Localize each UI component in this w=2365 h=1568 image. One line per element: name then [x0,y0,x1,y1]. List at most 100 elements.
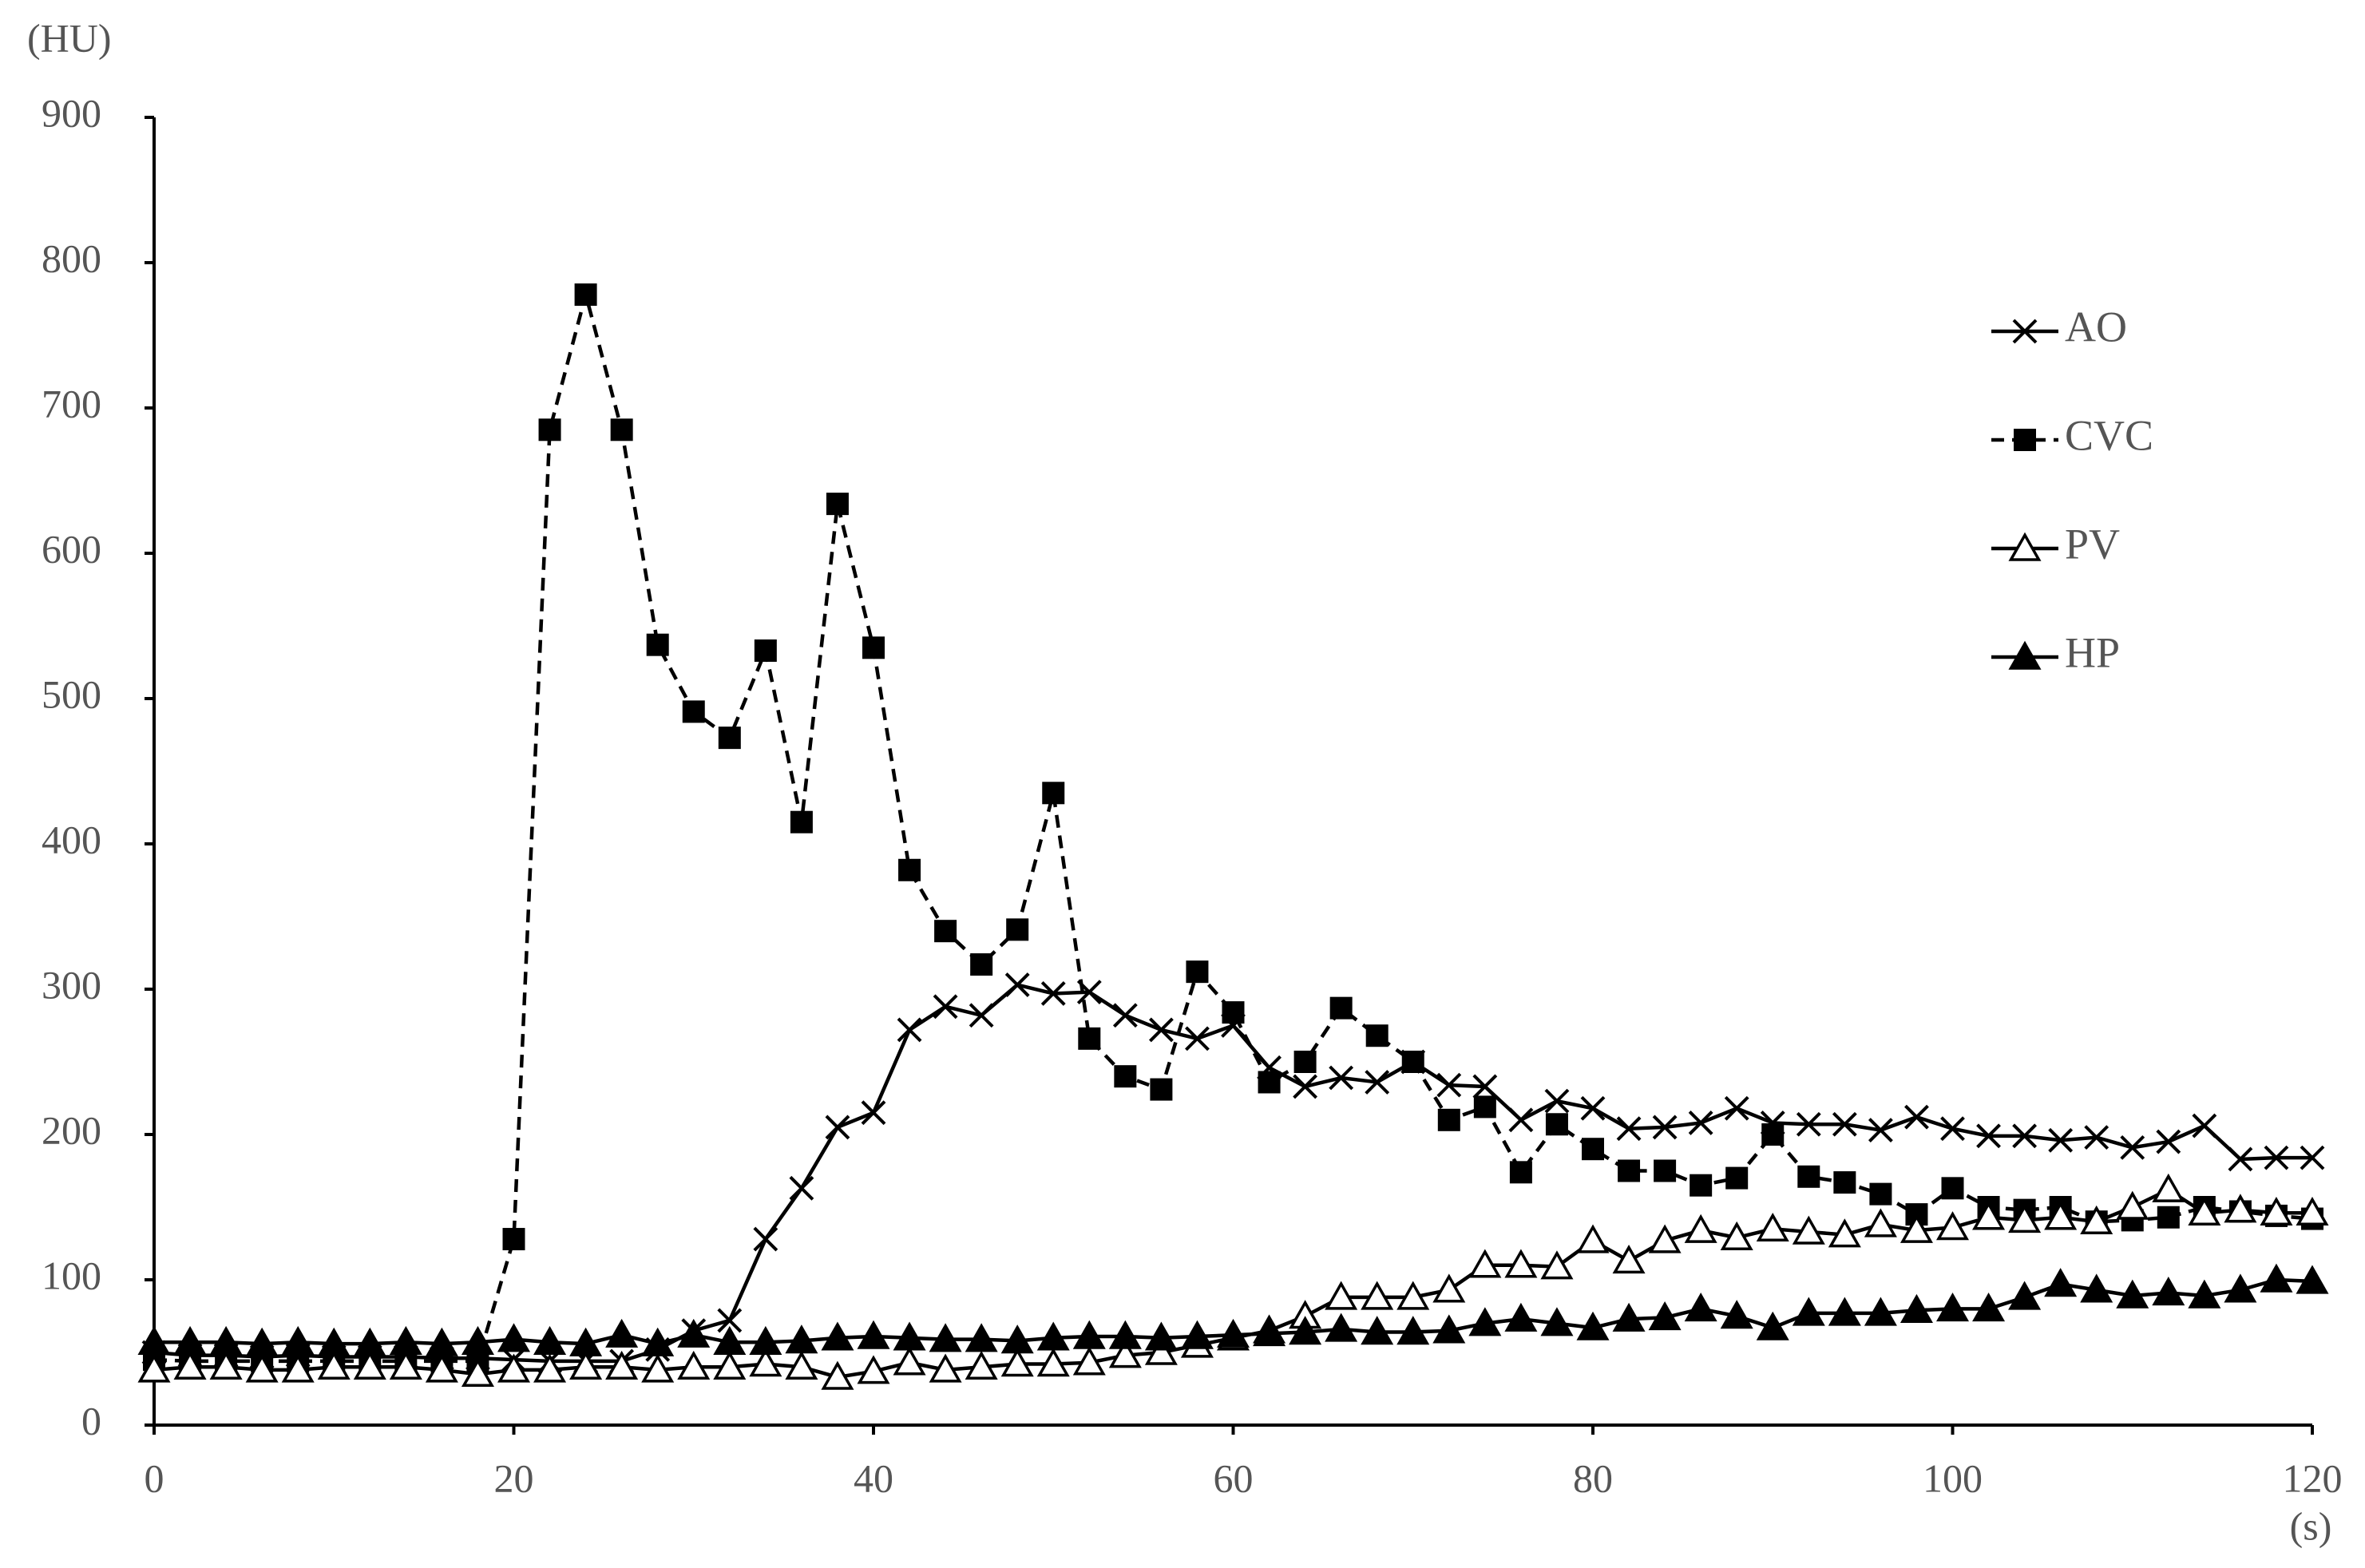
marker [1900,1214,1933,1243]
y-tick-label: 300 [42,962,101,1007]
marker-stroke [789,1175,814,1201]
marker-stroke [933,994,958,1020]
marker [1976,1123,2001,1149]
marker [2012,319,2038,344]
marker-stroke [717,1308,743,1333]
marker [1508,1107,1534,1133]
marker [1724,1095,1749,1121]
marker [2080,1273,2113,1303]
marker-stroke [1436,1072,1462,1098]
marker [1072,1320,1106,1349]
marker [753,1226,778,1252]
marker [2224,1273,2257,1303]
marker [2296,1265,2329,1294]
x-tick-label: 120 [2283,1455,2343,1500]
marker-stroke [1148,1017,1174,1043]
marker [1828,1218,1861,1248]
y-tick-label: 600 [42,526,101,571]
marker [1108,1320,1142,1349]
marker-stroke [1040,981,1066,1006]
marker [2008,532,2042,561]
marker-stroke [753,1226,778,1252]
marker [1432,1314,1466,1344]
marker [1544,1088,1570,1114]
marker [898,858,921,881]
marker [538,418,561,441]
y-tick-label: 900 [42,90,101,135]
marker-stroke [2300,1145,2325,1170]
marker [1144,1321,1178,1351]
marker [209,1325,243,1356]
marker-stroke [1616,1116,1642,1142]
marker [2048,1127,2074,1153]
marker-stroke [1904,1104,1929,1130]
marker [1904,1104,1929,1130]
marker [1972,1293,2006,1322]
marker-stroke [1580,1095,1606,1121]
marker [1472,1074,1498,1099]
marker [1612,1244,1646,1274]
marker [717,1308,743,1333]
marker [1006,918,1029,941]
marker-stroke [969,1003,994,1028]
marker [569,1350,603,1380]
marker [2012,1123,2038,1149]
marker [389,1350,422,1380]
marker [1504,1302,1538,1332]
marker-stroke [2012,319,2038,344]
marker [1216,1318,1250,1348]
marker [1436,1072,1462,1098]
marker [1832,1111,1857,1137]
marker-stroke [861,1100,886,1126]
marker [1365,1070,1390,1095]
marker [641,1353,675,1383]
marker [1078,1027,1101,1050]
marker [933,994,958,1020]
marker [2044,1268,2078,1297]
legend-label: CVC [2065,411,2153,459]
marker [605,1350,639,1380]
marker-stroke [2264,1145,2289,1170]
marker [1361,1281,1394,1310]
marker [2008,1204,2042,1233]
marker [389,1325,422,1356]
marker [137,1325,171,1356]
marker [1654,1159,1677,1182]
marker [1797,1165,1820,1188]
marker [1114,1065,1137,1088]
legend-label: AO [2065,303,2127,350]
marker [1361,1316,1394,1345]
marker [2008,640,2042,670]
marker [713,1350,747,1380]
marker-stroke [1329,1065,1354,1091]
marker-stroke [2156,1129,2181,1154]
marker [1864,1208,1897,1237]
marker [1040,981,1066,1006]
marker [1684,1214,1717,1243]
marker [862,636,885,659]
marker [749,1325,782,1356]
marker [1720,1300,1753,1329]
marker [461,1325,494,1356]
marker [497,1323,531,1352]
y-tick-label: 800 [42,236,101,280]
marker [785,1324,818,1354]
marker [1941,1177,1964,1200]
marker [677,1350,711,1380]
marker [965,1350,998,1380]
marker [1329,1065,1354,1091]
marker [1792,1215,1825,1245]
marker [1437,1108,1460,1131]
marker-stroke [2084,1125,2109,1150]
marker [533,1325,567,1356]
marker [1828,1297,1861,1326]
marker [2014,429,2036,451]
marker [1108,1339,1142,1368]
marker [1652,1115,1678,1140]
marker [2116,1190,2149,1220]
marker [245,1327,279,1356]
marker [1112,1003,1138,1028]
marker [1253,1317,1286,1347]
marker [281,1325,315,1356]
